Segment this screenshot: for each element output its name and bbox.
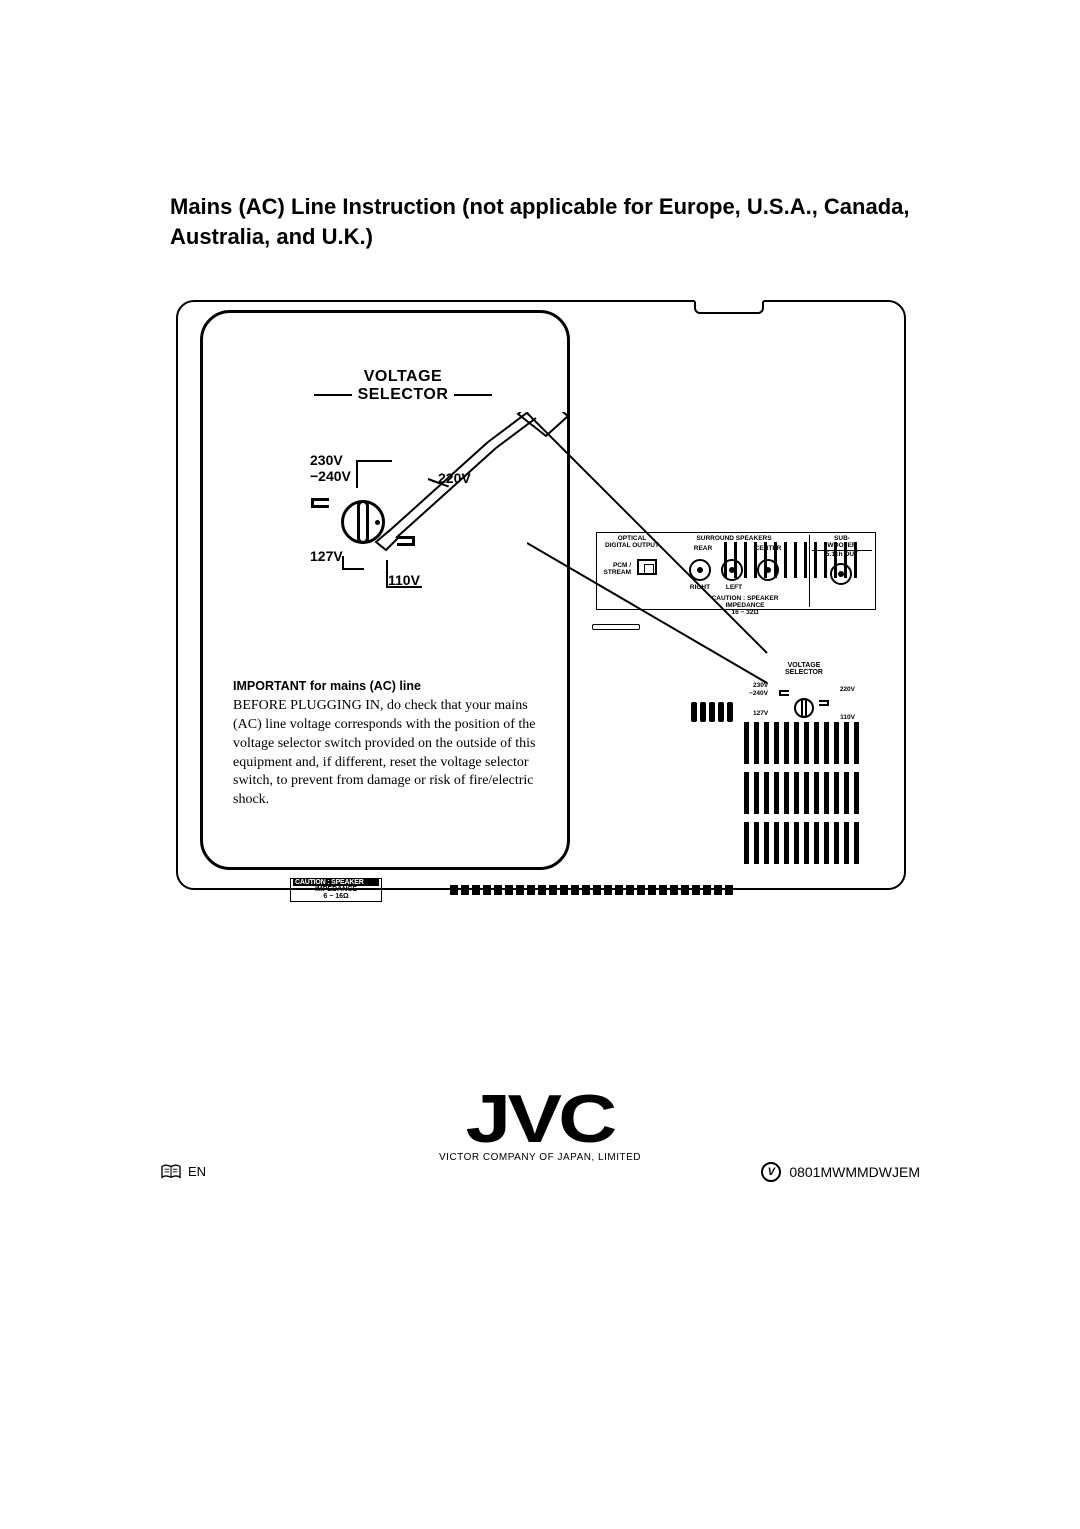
label-230v: 230V −240V bbox=[310, 452, 351, 484]
footer-left: EN bbox=[160, 1162, 206, 1180]
panel-notch bbox=[694, 300, 764, 314]
mini-vs-110: 110V bbox=[840, 714, 855, 721]
important-note: IMPORTANT for mains (AC) line BEFORE PLU… bbox=[233, 678, 553, 810]
important-body: BEFORE PLUGGING IN, do check that your m… bbox=[233, 697, 553, 810]
callout-bubble: VOLTAGESELECTOR 230V −240V 220V 127V 110… bbox=[200, 310, 570, 870]
footer: JVC VICTOR COMPANY OF JAPAN, LIMITED bbox=[0, 1080, 1080, 1165]
brand-block: JVC VICTOR COMPANY OF JAPAN, LIMITED bbox=[439, 1080, 641, 1163]
label-51out: 5.1ch OUT bbox=[812, 550, 872, 559]
impedance-line1: CAUTION : SPEAKER bbox=[293, 879, 379, 886]
voltage-selector-diagram: 230V −240V 220V 127V 110V bbox=[278, 452, 528, 632]
screwdriver-icon bbox=[368, 412, 588, 552]
book-icon bbox=[160, 1162, 182, 1180]
document-code: 0801MWMMDWJEM bbox=[789, 1164, 920, 1180]
grille-2 bbox=[744, 772, 864, 819]
v-circle-icon: V bbox=[761, 1162, 781, 1182]
mini-vs-220: 220V bbox=[840, 686, 855, 693]
voltage-selector-title-text: VOLTAGESELECTOR bbox=[358, 368, 449, 404]
voltage-selector-title: VOLTAGESELECTOR bbox=[278, 368, 528, 404]
impedance-line2: IMPEDANCE6 − 16Ω bbox=[293, 886, 379, 900]
lang-code: EN bbox=[188, 1164, 206, 1179]
speaker-impedance-box: CAUTION : SPEAKER IMPEDANCE6 − 16Ω bbox=[290, 878, 382, 902]
serial-strip bbox=[450, 882, 770, 894]
page: Mains (AC) Line Instruction (not applica… bbox=[0, 0, 1080, 1529]
footer-right: V 0801MWMMDWJEM bbox=[761, 1162, 920, 1182]
grille-3 bbox=[744, 822, 864, 869]
important-heading: IMPORTANT for mains (AC) line bbox=[233, 678, 553, 695]
label-subwoofer: SUB-WOOFER bbox=[812, 536, 872, 550]
page-title: Mains (AC) Line Instruction (not applica… bbox=[170, 192, 910, 251]
subwoofer-section: SUB-WOOFER 5.1ch OUT bbox=[809, 535, 873, 607]
rca-subwoofer bbox=[830, 563, 852, 585]
brand-logo: JVC bbox=[466, 1080, 614, 1158]
